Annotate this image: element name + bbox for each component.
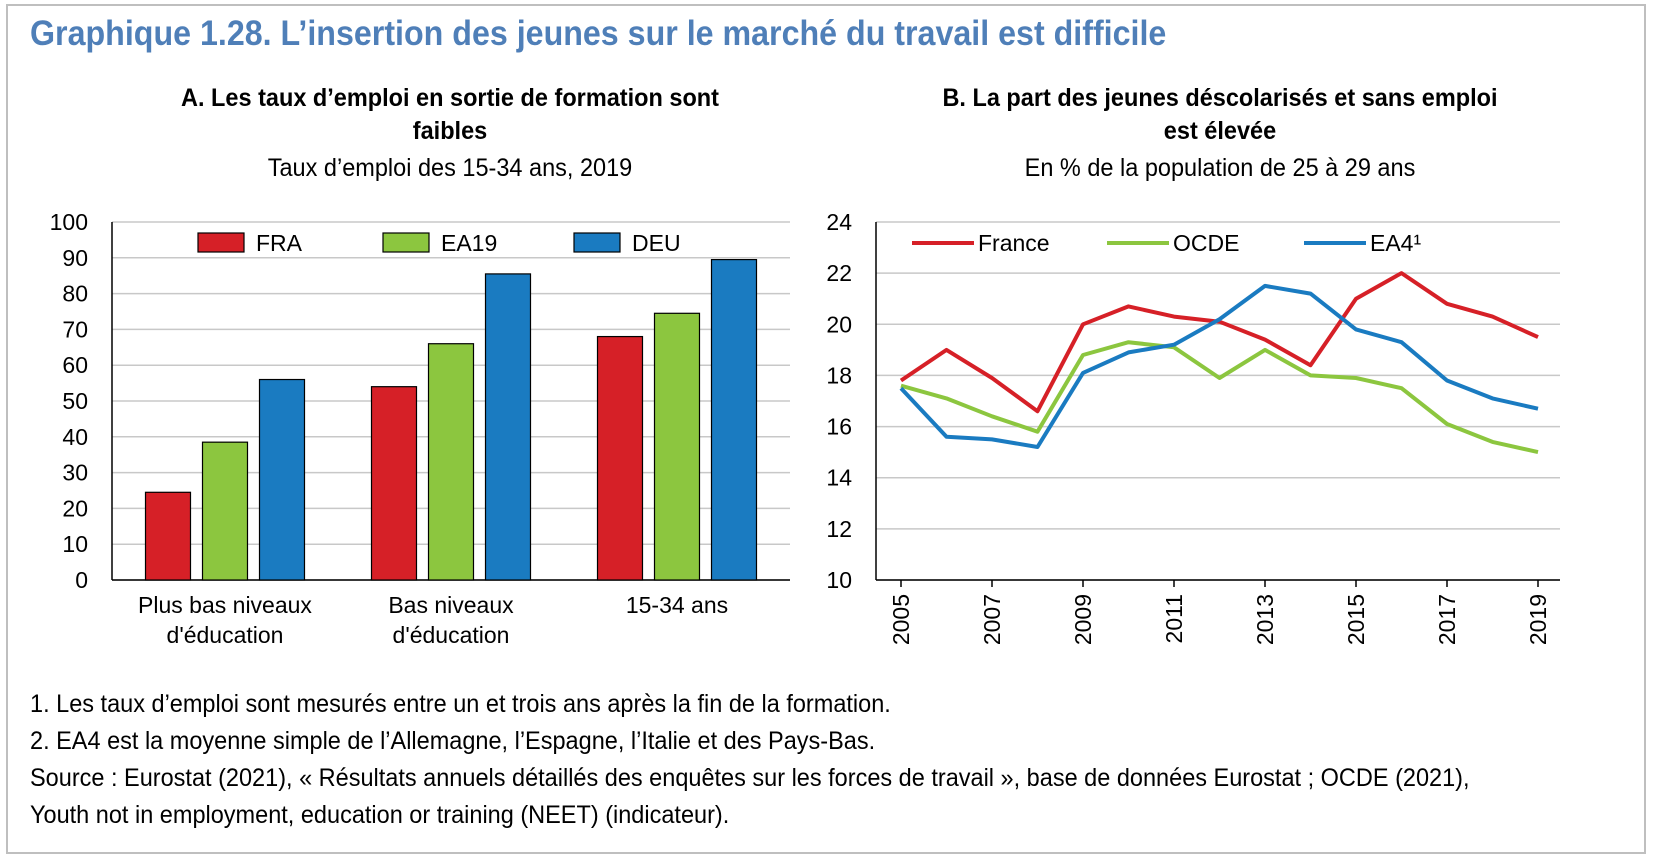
footnote-2: 2. EA4 est la moyenne simple de l’Allema…	[30, 727, 876, 755]
y-tick-label: 20	[62, 495, 88, 521]
y-tick-label: 20	[826, 311, 852, 337]
x-category-label: d'éducation	[167, 622, 284, 648]
bar-chart-panel-a: 0 10 20 30 40 50 60 70 80 90 100 Plus bas niveaux d'…	[50, 209, 790, 648]
panel-b-title: B. La part des jeunes déscolarisés et sa…	[882, 82, 1559, 148]
y-tick-label: 0	[75, 567, 88, 593]
y-tick-label: 30	[62, 460, 88, 486]
bar-fra	[370, 386, 418, 581]
panel-b-title-line2: est élevée	[1163, 117, 1277, 145]
y-tick-label: 70	[62, 316, 88, 342]
legend-swatch-ea19	[382, 232, 430, 253]
panel-b-title-line1: B. La part des jeunes déscolarisés et sa…	[942, 84, 1498, 112]
source-note-line1: Source : Eurostat (2021), « Résultats an…	[30, 764, 1470, 792]
y-tick-label: 14	[826, 465, 852, 491]
panel-a-title: A. Les taux d’emploi en sortie de format…	[112, 82, 789, 148]
bar-deu	[710, 258, 758, 581]
bar-ea19	[653, 312, 701, 581]
bar-fra	[144, 491, 192, 581]
figure-title: Graphique 1.28. L’insertion des jeunes s…	[30, 14, 1167, 53]
panel-b-subtitle: En % de la population de 25 à 29 ans	[1024, 154, 1416, 182]
x-tick-label: 2005	[888, 594, 914, 645]
panel-a-subtitle: Taux d’emploi des 15-34 ans, 2019	[267, 154, 633, 182]
y-tick-label: 24	[826, 209, 852, 235]
series-line-ocde	[900, 340, 1539, 455]
y-tick-label: 90	[62, 245, 88, 271]
legend-label-ea4: EA4¹	[1370, 230, 1421, 256]
bar-deu	[484, 273, 532, 581]
x-tick-label: 2011	[1161, 594, 1187, 643]
panel-a-title-line2: faibles	[412, 117, 488, 145]
y-tick-label: 100	[50, 209, 88, 235]
bar-ea19	[201, 441, 249, 581]
y-tick-label: 80	[62, 281, 88, 307]
x-tick-label: 2013	[1252, 594, 1278, 645]
legend-label-ea19: EA19	[441, 230, 497, 256]
bar-deu	[258, 378, 306, 581]
y-tick-label: 22	[826, 260, 852, 286]
x-category-label: Bas niveaux	[388, 592, 514, 618]
footnote-1: 1. Les taux d’emploi sont mesurés entre …	[30, 690, 891, 718]
y-tick-label: 18	[826, 362, 852, 388]
y-tick-label: 50	[62, 388, 88, 414]
x-tick-label: 2019	[1525, 594, 1551, 645]
series-line-france	[899, 271, 1539, 414]
legend-label-deu: DEU	[632, 230, 681, 256]
legend-swatch-deu	[573, 232, 621, 253]
x-tick-label: 2017	[1434, 594, 1460, 645]
x-tick-label: 2007	[979, 594, 1005, 645]
legend-label-fra: FRA	[256, 230, 303, 256]
footnotes: 1. Les taux d’emploi sont mesurés entre …	[30, 686, 1630, 834]
x-tick-label: 2015	[1343, 594, 1369, 645]
legend-swatch-fra	[197, 232, 245, 253]
y-tick-label: 16	[826, 414, 852, 440]
series-line-ea4	[899, 283, 1539, 449]
y-tick-label: 12	[826, 516, 852, 542]
y-tick-label: 10	[826, 567, 852, 593]
y-tick-label: 10	[62, 531, 88, 557]
x-category-label: d'éducation	[393, 622, 510, 648]
y-tick-label: 60	[62, 352, 88, 378]
x-category-label: Plus bas niveaux	[138, 592, 312, 618]
line-chart-panel-b: 10 12 14 16 18 20 22 24 2005 2007 2009 2011 2013 2015…	[826, 209, 1560, 645]
x-category-label: 15-34 ans	[626, 592, 728, 618]
panel-a-title-line1: A. Les taux d’emploi en sortie de format…	[181, 84, 719, 112]
x-tick-label: 2009	[1070, 594, 1096, 645]
bar-ea19	[427, 343, 475, 581]
source-note-line2: Youth not in employment, education or tr…	[30, 801, 730, 829]
legend-label-france: France	[978, 230, 1050, 256]
bar-fra	[596, 335, 644, 581]
y-tick-label: 40	[62, 424, 88, 450]
legend-label-ocde: OCDE	[1173, 230, 1239, 256]
